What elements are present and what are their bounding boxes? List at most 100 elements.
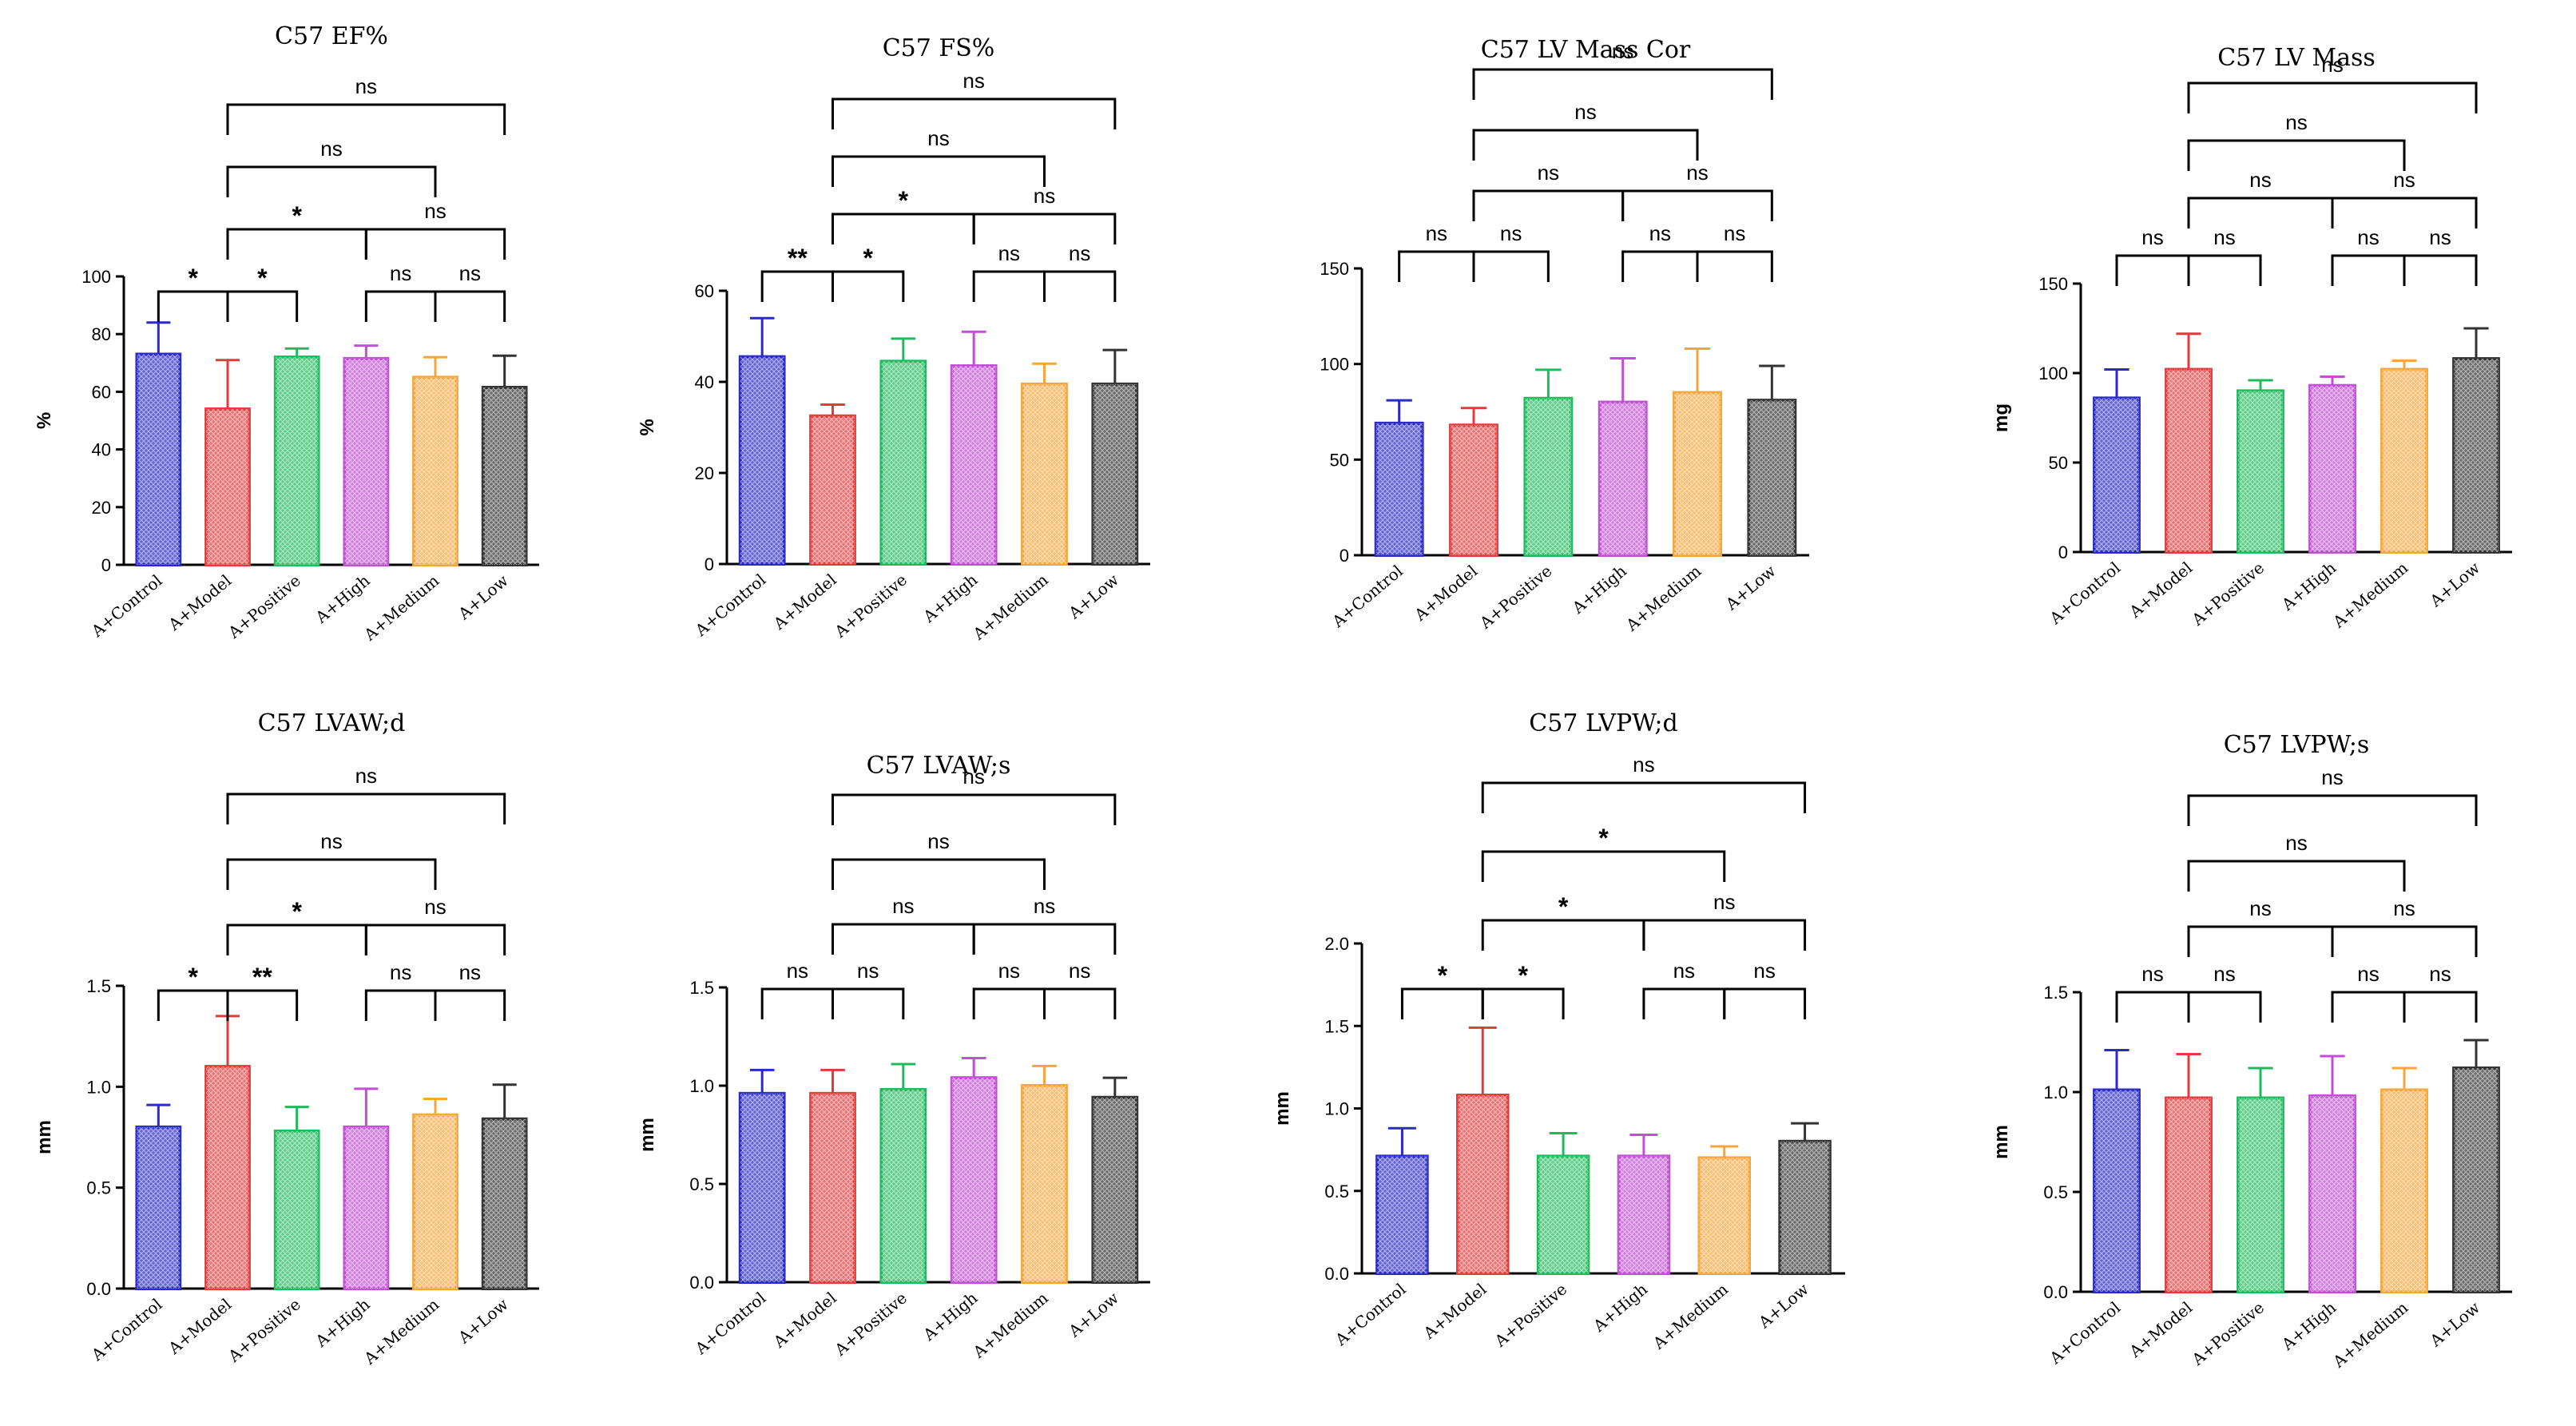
significance-bracket: * [832, 244, 905, 302]
significance-bracket: ns [1398, 221, 1475, 282]
x-tick-label: A+Model [164, 570, 235, 634]
bracket-line [2187, 925, 2334, 957]
x-tick-label: A+Control [1328, 561, 1407, 631]
bracket-line [2115, 991, 2190, 1023]
significance-label: ns [2321, 53, 2343, 77]
significance-bracket: ns [2331, 896, 2478, 957]
significance-bracket: * [226, 264, 299, 322]
significance-label: ns [355, 74, 377, 98]
significance-bracket: ns [2187, 831, 2406, 892]
significance-label: ns [1724, 221, 1745, 245]
bracket-line [2331, 991, 2406, 1023]
significance-bracket: ** [226, 963, 299, 1021]
bar-hatch [482, 387, 526, 565]
bracket-line [226, 290, 299, 322]
y-tick-label: 0.5 [2043, 1182, 2068, 1202]
x-tick-label: A+Control [87, 1294, 166, 1364]
bracket-line [1043, 270, 1117, 302]
bar-hatch [2310, 1096, 2355, 1292]
chart-title: C57 FS% [883, 34, 995, 62]
significance-bracket: ns [364, 895, 506, 955]
bracket-line [1472, 68, 1773, 100]
significance-bracket: ns [2115, 225, 2190, 286]
y-tick-label: 1.5 [1324, 1016, 1349, 1036]
y-tick-label: 0 [101, 555, 111, 575]
bracket-line [364, 924, 506, 955]
y-tick-label: 150 [1320, 259, 1349, 279]
significance-label: * [188, 963, 198, 991]
x-tick-label: A+High [2277, 558, 2340, 614]
significance-label: ns [1673, 959, 1695, 983]
bar-hatch [414, 1114, 457, 1289]
x-tick-label: A+Model [1419, 1279, 1490, 1343]
significance-label: ns [1069, 241, 1090, 265]
x-tick-label: A+Low [2426, 1297, 2484, 1350]
bracket-line [2331, 254, 2406, 286]
bracket-line [760, 987, 834, 1019]
x-tick-label: A+High [919, 1288, 981, 1345]
x-tick-label: A+High [312, 1294, 374, 1351]
bar-hatch [1093, 383, 1137, 564]
x-tick-label: A+Low [2426, 558, 2484, 610]
bar-hatch [2166, 1098, 2211, 1292]
bracket-line [1621, 250, 1699, 282]
bracket-line [1723, 987, 1807, 1019]
bracket-line [832, 923, 975, 955]
chart-panel-5: C57 LVAW;d 0.0 0.5 1.0 1.5 mm A+ControlA+Model… [34, 709, 539, 1368]
bar-hatch [1022, 1086, 1066, 1282]
significance-bracket: ns [832, 959, 905, 1019]
y-tick-label: 1.5 [86, 976, 111, 996]
significance-label: ns [355, 764, 377, 788]
y-tick-label: 1.0 [86, 1077, 111, 1097]
y-tick-label: 0 [705, 554, 714, 574]
x-tick-label: A+Medium [359, 570, 443, 645]
significance-label: ns [1753, 959, 1775, 983]
significance-bracket: ns [760, 959, 834, 1019]
significance-bracket: ** [760, 244, 834, 302]
x-tick-label: A+Model [2125, 558, 2196, 622]
chart-title: C57 LV Mass [2217, 44, 2376, 72]
x-tick-label: A+Model [769, 1288, 840, 1352]
bracket-line [157, 290, 229, 322]
y-tick-label: 100 [2038, 363, 2068, 383]
significance-label: * [1438, 961, 1448, 990]
bar-hatch [2454, 359, 2499, 552]
bracket-line [2187, 991, 2262, 1023]
y-tick-label: 100 [81, 267, 111, 287]
x-tick-label: A+Control [87, 570, 166, 641]
bracket-line [364, 989, 437, 1021]
significance-label: ns [2285, 831, 2307, 855]
x-tick-label: A+Low [454, 1294, 512, 1347]
significance-bracket: * [1481, 824, 1726, 882]
significance-bracket: * [1400, 961, 1484, 1019]
significance-label: ns [390, 261, 411, 285]
y-tick-label: 0.0 [1324, 1264, 1349, 1284]
significance-bracket: ns [364, 199, 506, 260]
significance-label: ns [927, 829, 949, 853]
significance-label: ns [2141, 225, 2163, 249]
significance-bracket: * [157, 963, 229, 1021]
significance-label: ns [1633, 753, 1654, 777]
x-tick-label: A+High [1568, 561, 1630, 618]
bracket-line [2187, 197, 2334, 228]
bracket-line [972, 987, 1046, 1019]
bracket-line [434, 290, 506, 322]
significance-bracket: ns [2187, 962, 2262, 1023]
x-tick-label: A+Positive [830, 570, 911, 642]
significance-bracket: ns [972, 959, 1046, 1019]
y-tick-label: 0.0 [2043, 1282, 2068, 1302]
significance-bracket: ns [2187, 765, 2478, 826]
significance-bracket: ns [1642, 890, 1807, 951]
bar-hatch [2238, 391, 2283, 552]
significance-label: ns [2213, 225, 2235, 249]
x-tick-label: A+Medium [969, 1288, 1052, 1362]
bracket-line [1481, 919, 1645, 951]
x-tick-label: A+Control [1331, 1279, 1410, 1349]
significance-label: ns [998, 241, 1020, 265]
bracket-line [832, 793, 1117, 825]
x-tick-label: A+Control [2046, 1297, 2125, 1368]
significance-bracket: ns [2187, 110, 2406, 171]
bracket-line [2115, 254, 2190, 286]
significance-label: ** [788, 244, 808, 272]
significance-label: ns [1069, 959, 1090, 983]
